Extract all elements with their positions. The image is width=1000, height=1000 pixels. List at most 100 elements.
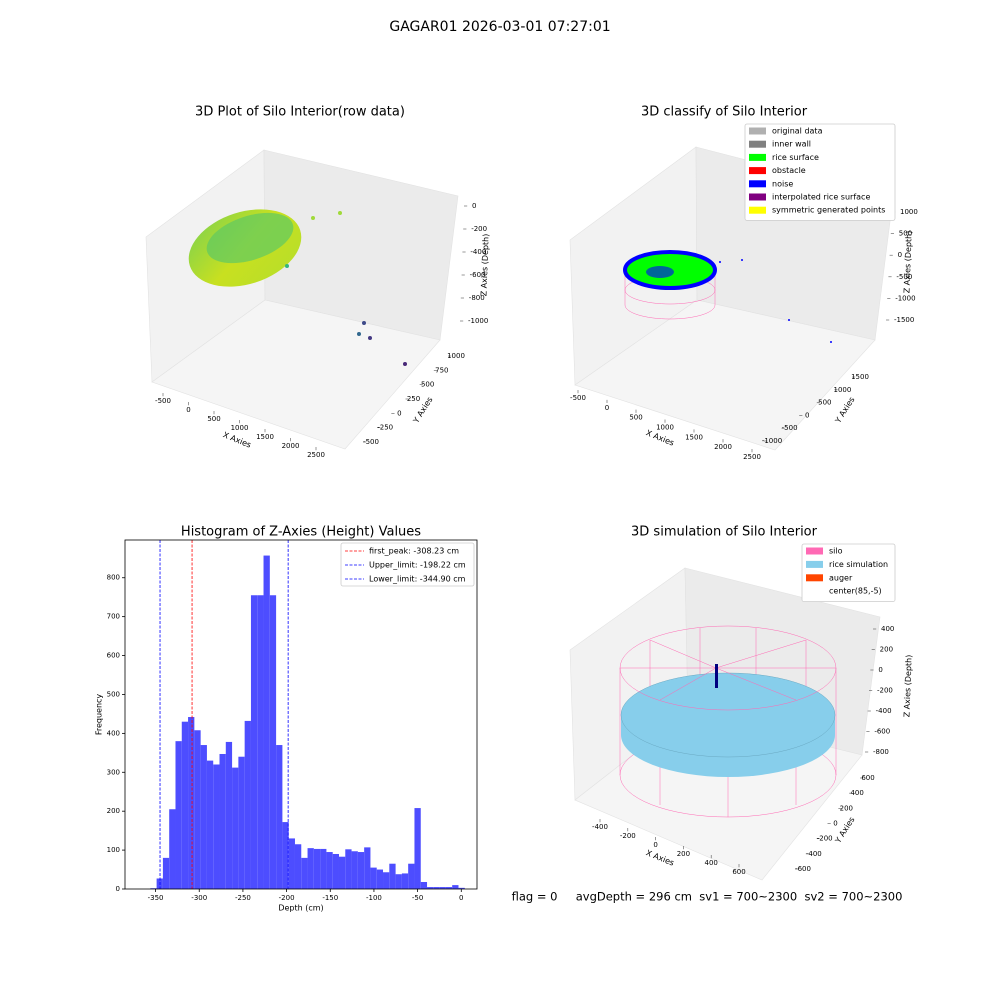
point — [830, 341, 832, 343]
bar — [301, 857, 308, 889]
bar — [194, 730, 201, 889]
panel-title: 3D Plot of Silo Interior(row data) — [195, 105, 405, 120]
figure-title: GAGAR01 2026-03-01 07:27:01 — [389, 19, 610, 35]
y-tick-label: 1000 — [447, 352, 465, 360]
legend-swatch — [749, 127, 766, 135]
x-tick-label: 2000 — [714, 443, 732, 451]
legend-label: symmetric generated points — [772, 206, 885, 215]
bar — [238, 756, 245, 889]
x-tick-label: 2500 — [307, 451, 325, 459]
legend-box — [744, 123, 896, 221]
x-tick-label: 600 — [732, 868, 745, 876]
y-axis-label: Frequency — [95, 694, 104, 736]
y-tick-label: -600 — [795, 865, 811, 873]
bar — [288, 838, 295, 889]
x-tick-label: 2000 — [282, 442, 300, 450]
silo-model — [619, 625, 837, 818]
legend-label: obstacle — [772, 166, 806, 175]
bar — [326, 852, 333, 889]
y-tick-label: 1000 — [833, 386, 851, 394]
x-tick-label: 500 — [207, 415, 220, 423]
legend-label: original data — [772, 127, 823, 136]
bar — [332, 853, 339, 889]
legend-box — [801, 543, 896, 602]
y-tick-label: 400 — [850, 789, 863, 797]
y-tick-label: -250 — [377, 424, 393, 432]
bar — [206, 760, 214, 889]
z-tick-label: 200 — [880, 646, 893, 654]
legend-label: silo — [829, 547, 843, 556]
point — [741, 259, 743, 261]
x-tick-label: 500 — [629, 414, 642, 422]
panel-title: 3D classify of Silo Interior — [641, 105, 808, 120]
bar — [269, 595, 277, 889]
bar — [282, 822, 289, 889]
point-cloud — [623, 250, 832, 343]
y-tick-label: 0 — [833, 820, 837, 828]
z-tick-label: -600 — [470, 271, 486, 279]
bar — [452, 885, 459, 889]
y-tick-label: 0 — [397, 409, 401, 417]
legend-label: rice surface — [772, 153, 819, 162]
legend-label: center(85,-5) — [829, 587, 882, 596]
silo-wire — [624, 270, 716, 320]
z-tick-label: -400 — [470, 248, 486, 256]
y-tick-label: 100 — [107, 846, 120, 854]
x-tick-label: -500 — [570, 394, 586, 402]
bar — [244, 720, 251, 889]
bar — [294, 844, 302, 889]
legend-box — [340, 542, 475, 587]
z-axis-label: Z Axies (Depth) — [902, 655, 913, 718]
bar — [175, 741, 182, 889]
point — [362, 321, 366, 325]
bar — [345, 849, 352, 889]
legend-label: interpolated rice surface — [772, 193, 870, 202]
legend-swatch — [749, 153, 766, 161]
bar — [389, 863, 396, 889]
y-tick-label: 500 — [421, 381, 434, 389]
bar — [200, 745, 207, 889]
z-axis-label: Z Axies (Depth) — [902, 231, 913, 294]
z-tick-label: 0 — [878, 666, 882, 674]
y-tick-label: -200 — [817, 835, 833, 843]
y-tick-label: -400 — [806, 850, 822, 858]
legend-swatch — [749, 193, 766, 201]
bar — [276, 745, 283, 889]
noise — [646, 266, 674, 278]
bar — [169, 809, 176, 889]
legend-swatch — [806, 574, 823, 582]
z-tick-label: -400 — [876, 707, 892, 715]
bar — [257, 595, 264, 889]
bar — [420, 881, 428, 889]
y-tick-label: 400 — [107, 729, 120, 737]
bar — [395, 874, 402, 889]
x-tick-label: -50 — [412, 894, 423, 902]
bar — [188, 717, 195, 889]
legend-label: noise — [772, 179, 793, 188]
z-tick-label: 0 — [472, 202, 476, 210]
bar — [364, 847, 371, 889]
y-tick-label: 200 — [107, 807, 120, 815]
bar — [433, 887, 440, 889]
x-tick-label: -200 — [620, 832, 636, 840]
point — [338, 211, 342, 215]
y-tick-label: -1000 — [762, 437, 782, 445]
x-tick-label: -300 — [191, 894, 207, 902]
point-cloud — [188, 209, 407, 366]
point — [311, 216, 315, 220]
legend-label: Lower_limit: -344.90 cm — [369, 575, 466, 584]
auger — [715, 664, 718, 688]
legend-swatch — [749, 140, 766, 148]
legend-swatch — [806, 587, 823, 595]
x-tick-label: 1500 — [685, 433, 703, 441]
legend-label: Upper_limit: -198.22 cm — [369, 561, 466, 570]
y-tick-label: -500 — [363, 438, 379, 446]
bar — [232, 767, 239, 889]
bar — [376, 869, 384, 889]
y-tick-label: 750 — [435, 366, 448, 374]
legend-label: rice simulation — [829, 560, 888, 569]
bar — [351, 851, 358, 889]
bar — [320, 848, 327, 889]
legend-label: auger — [829, 573, 853, 582]
point — [285, 264, 289, 268]
